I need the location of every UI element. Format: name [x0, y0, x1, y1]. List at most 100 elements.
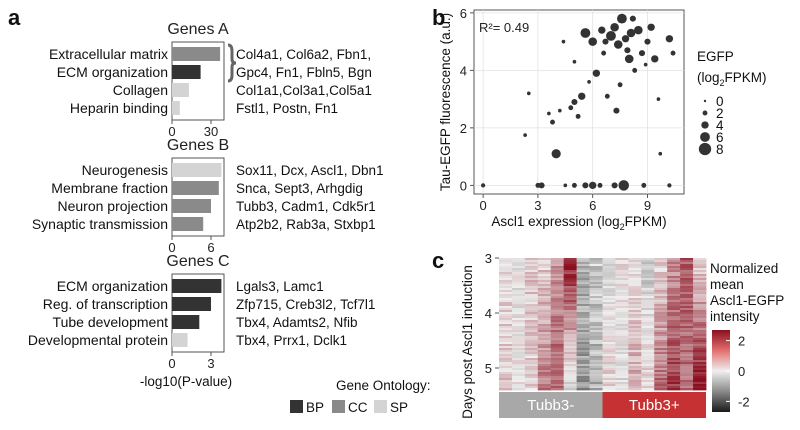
scatter-point: [597, 182, 603, 188]
heatmap-cell: [667, 284, 681, 287]
heatmap-cell: [628, 338, 642, 341]
heatmap-cell: [563, 276, 578, 279]
heatmap-cell: [680, 374, 694, 377]
heatmap-cell: [524, 264, 539, 267]
heatmap-cell: [667, 366, 681, 369]
heatmap-cell: [641, 362, 655, 365]
group-title: Genes C: [166, 253, 229, 270]
heatmap-cell: [641, 340, 655, 343]
heatmap-cell: [628, 342, 642, 345]
heatmap-cell: [693, 374, 707, 377]
heatmap-cell: [628, 382, 642, 385]
heatmap-cell: [680, 358, 694, 361]
go-term-label: Synaptic transmission: [32, 216, 168, 232]
scatter-point: [526, 91, 531, 96]
heatmap-cell: [589, 324, 603, 327]
heatmap-cell: [550, 258, 565, 261]
heatmap-cell: [524, 336, 539, 339]
gene-list: Sox11, Dcx, Ascl1, Dbn1: [236, 163, 384, 178]
heatmap-cell: [550, 294, 565, 297]
heatmap-cell: [550, 264, 565, 267]
heatmap-cell: [499, 334, 513, 337]
heatmap-cell: [563, 334, 578, 337]
heatmap-cell: [693, 354, 707, 357]
heatmap-cell: [499, 312, 513, 315]
heatmap-cell: [511, 322, 526, 325]
go-term-label: ECM organization: [57, 64, 168, 80]
heatmap-cell: [654, 324, 668, 327]
heatmap-cell: [693, 318, 707, 321]
heatmap-cell: [667, 386, 681, 389]
heatmap-cell: [680, 354, 694, 357]
heatmap-cell: [524, 312, 539, 315]
scatter-xlabel: Ascl1 expression (log2FPKM): [491, 214, 666, 232]
heatmap-cell: [667, 288, 681, 291]
heatmap-cell: [667, 362, 681, 365]
heatmap-cell: [537, 258, 552, 261]
heatmap-cell: [563, 318, 578, 321]
heatmap-cell: [499, 326, 513, 329]
heatmap-cell: [680, 294, 694, 297]
heatmap-cell: [576, 266, 590, 269]
heatmap-cell: [511, 262, 526, 265]
heatmap-cell: [524, 260, 539, 263]
heatmap-cell: [628, 330, 642, 333]
heatmap-cell: [524, 386, 539, 389]
heatmap-cell: [511, 382, 526, 385]
heatmap-cell: [563, 272, 578, 275]
legend-label-bp: BP: [306, 400, 324, 415]
panel-letter-a: a: [8, 5, 21, 30]
go-term-label: Extracellular matrix: [49, 46, 168, 62]
heatmap-cell: [667, 302, 681, 305]
heatmap-cell: [641, 308, 655, 311]
heatmap-cell: [576, 374, 590, 377]
heatmap-cell: [667, 354, 681, 357]
heatmap-cell: [499, 268, 513, 271]
heatmap-cell: [628, 268, 642, 271]
heatmap-cell: [615, 264, 629, 267]
heatmap-cell: [511, 356, 526, 359]
heatmap-cell: [563, 384, 578, 387]
heatmap-cell: [524, 324, 539, 327]
heatmap-cell: [576, 376, 590, 379]
heatmap-cell: [537, 352, 552, 355]
panel-a-xlabel: -log10(P-value): [140, 374, 232, 389]
heatmap-cell: [537, 382, 552, 385]
heatmap-cell: [499, 306, 513, 309]
heatmap-cell: [615, 346, 629, 349]
heatmap-cell: [628, 298, 642, 301]
heatmap-cell: [576, 286, 590, 289]
scatter-point: [578, 92, 586, 100]
heatmap-cell: [576, 308, 590, 311]
heatmap-cell: [654, 306, 668, 309]
heatmap-cell: [499, 290, 513, 293]
heatmap-cell: [667, 320, 681, 323]
heatmap-cell: [537, 308, 552, 311]
heatmap-cell: [654, 370, 668, 373]
heatmap-cell: [628, 312, 642, 315]
heatmap-cell: [641, 272, 655, 275]
heatmap-cell: [667, 282, 681, 285]
heatmap-cell: [641, 370, 655, 373]
scatter-point: [604, 93, 610, 99]
heatmap-cell: [576, 338, 590, 341]
heatmap-cell: [537, 312, 552, 315]
go-bar: [172, 47, 221, 61]
heatmap-cell: [602, 320, 616, 323]
heatmap-cell: [693, 290, 707, 293]
heatmap-cell: [693, 372, 707, 375]
heatmap-cell: [641, 296, 655, 299]
heatmap-cell: [602, 264, 616, 267]
heatmap-cell: [667, 278, 681, 281]
heatmap-cell: [589, 308, 603, 311]
heatmap-cell: [693, 288, 707, 291]
heatmap-cell: [537, 290, 552, 293]
heatmap-cell: [550, 384, 565, 387]
heatmap-cell: [511, 386, 526, 389]
heatmap-group-bands: Tubb3- Tubb3+: [499, 392, 706, 418]
heatmap-cell: [537, 270, 552, 273]
heatmap-cell: [628, 384, 642, 387]
heatmap-cell: [537, 388, 552, 391]
heatmap-cell: [499, 274, 513, 277]
